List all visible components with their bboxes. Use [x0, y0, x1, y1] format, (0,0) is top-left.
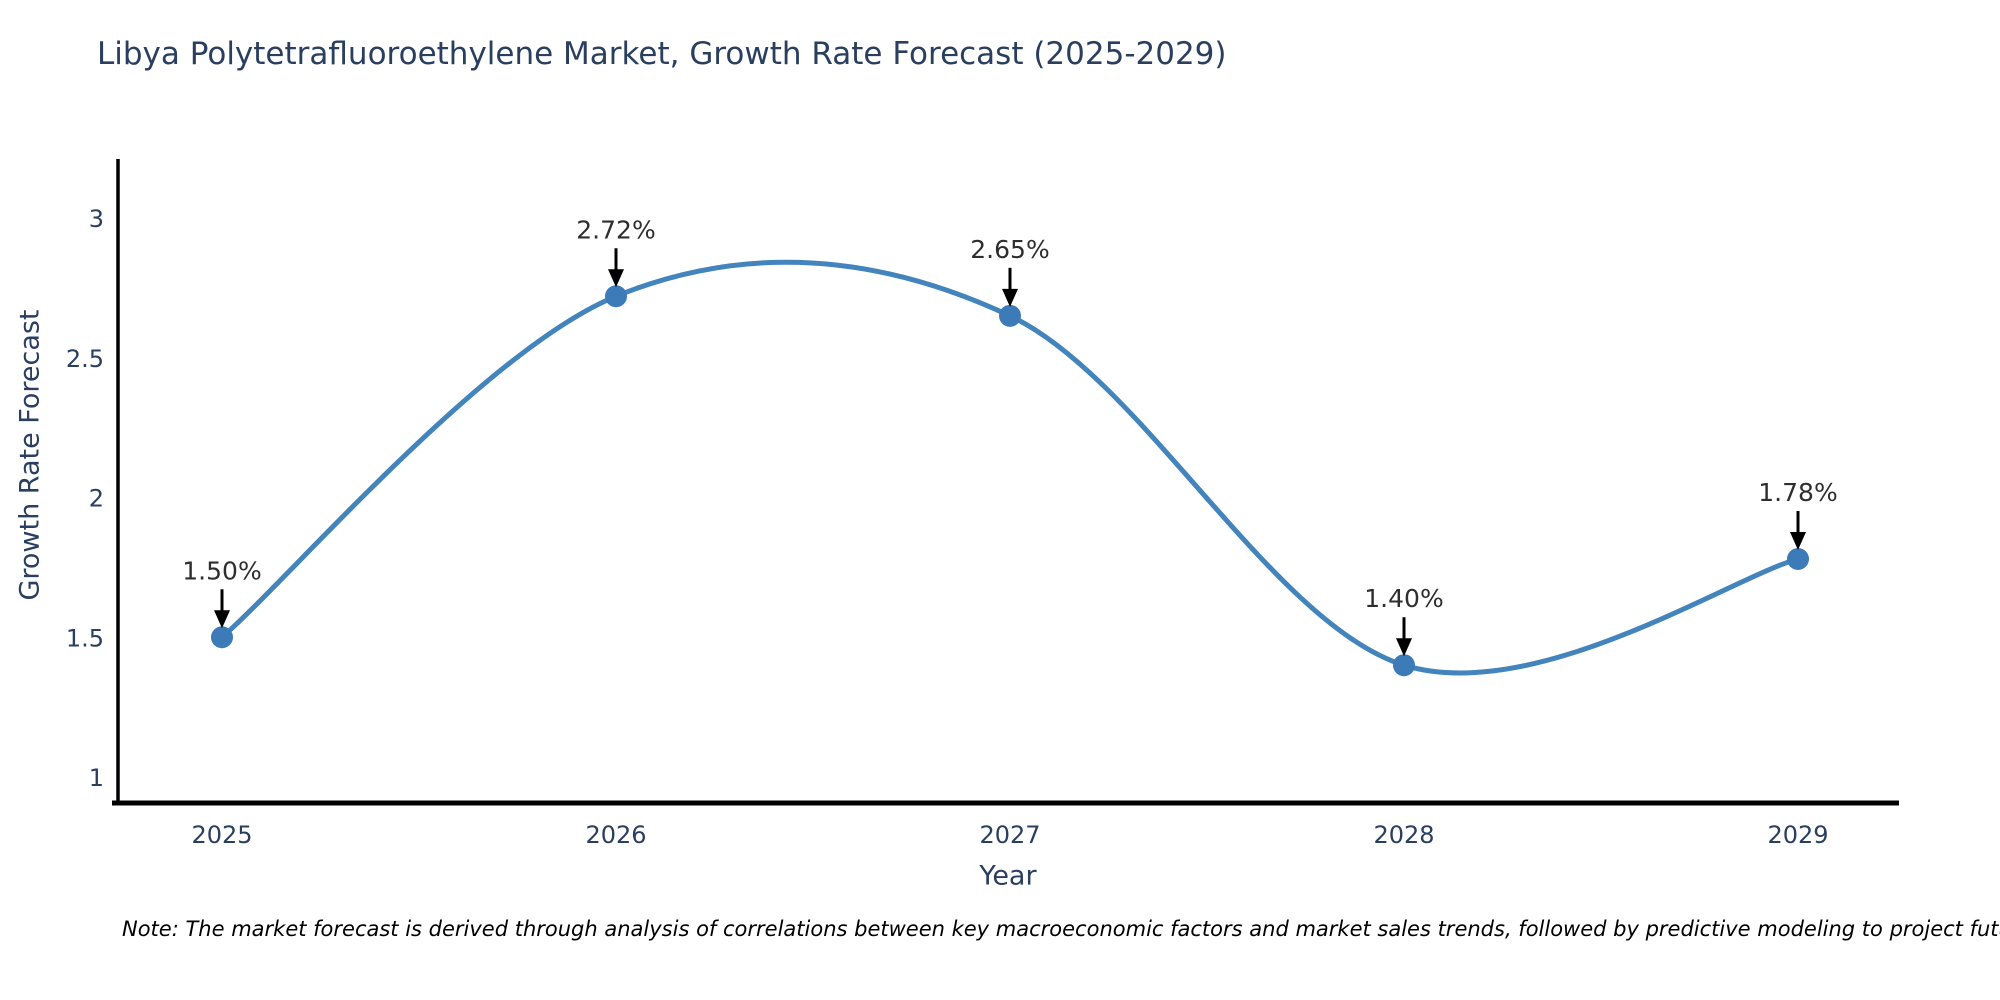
footnote: Note: The market forecast is derived thr… — [122, 917, 2000, 941]
data-point-2029[interactable] — [1787, 547, 1809, 570]
y-tick-label: 1 — [89, 764, 104, 792]
x-tick-label: 2027 — [979, 821, 1040, 849]
annotation-label-2025: 1.50% — [182, 556, 261, 585]
data-point-2027[interactable] — [999, 304, 1021, 327]
y-tick-label: 2 — [89, 485, 104, 513]
x-axis-title: Year — [979, 860, 1037, 892]
x-tick-label: 2025 — [191, 821, 252, 849]
y-tick-label: 1.5 — [66, 624, 104, 652]
chart-title: Libya Polytetrafluoroethylene Market, Gr… — [97, 36, 1227, 72]
annotation-arrow-head — [1396, 638, 1412, 657]
annotation-label-2026: 2.72% — [576, 215, 655, 244]
data-point-2025[interactable] — [211, 626, 233, 649]
x-tick-label: 2028 — [1373, 821, 1434, 849]
annotation-arrow-head — [1002, 288, 1018, 307]
y-tick-label: 3 — [89, 205, 104, 233]
annotation-arrow-head — [1790, 531, 1806, 550]
annotation-arrow-head — [608, 269, 624, 288]
annotation-label-2029: 1.78% — [1758, 478, 1837, 507]
annotation-label-2028: 1.40% — [1364, 584, 1443, 613]
annotation-label-2027: 2.65% — [970, 235, 1049, 264]
data-point-2026[interactable] — [605, 285, 627, 308]
x-tick-label: 2029 — [1767, 821, 1828, 849]
x-tick-label: 2026 — [585, 821, 646, 849]
y-tick-label: 2.5 — [66, 345, 104, 373]
annotation-arrow-head — [214, 610, 230, 629]
data-point-2028[interactable] — [1393, 654, 1415, 677]
